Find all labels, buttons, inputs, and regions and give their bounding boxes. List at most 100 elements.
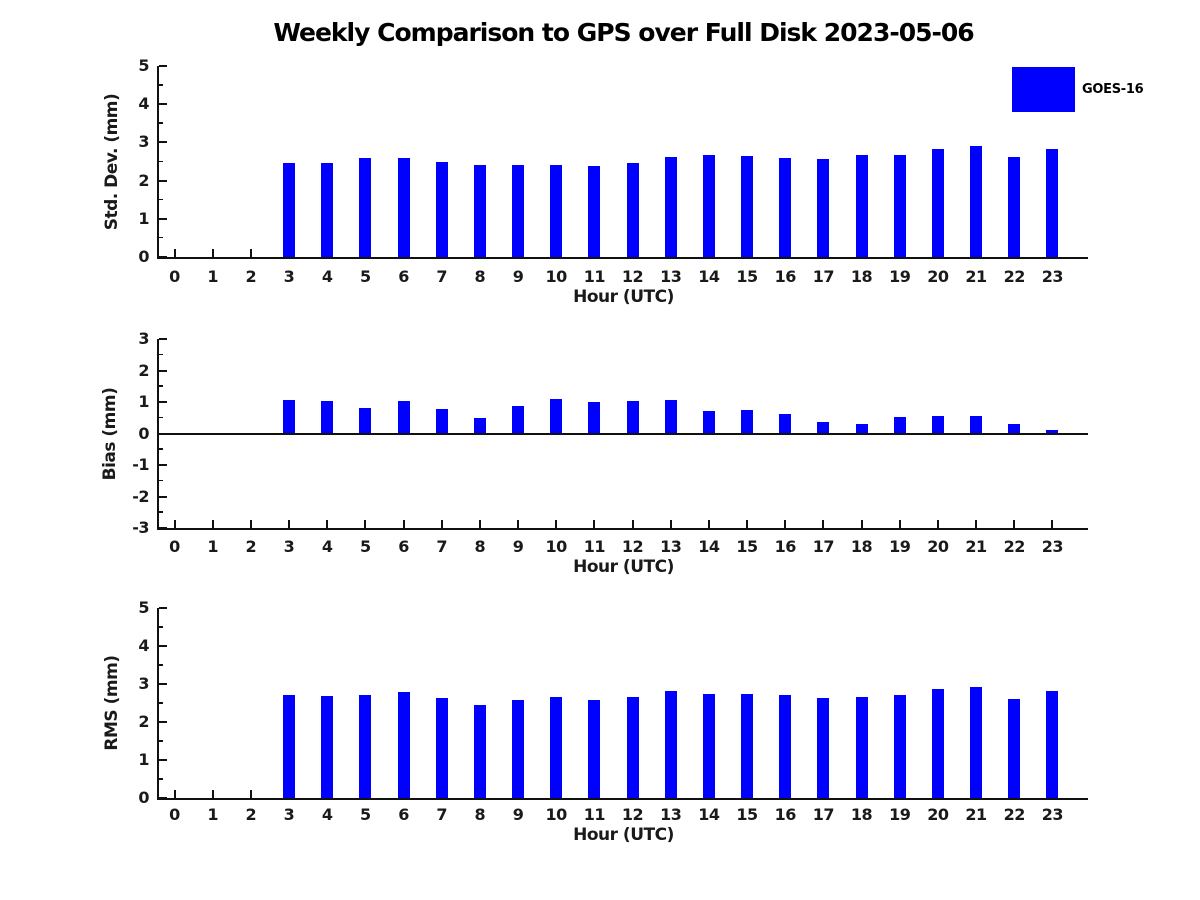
bar-rms-h11 (588, 700, 601, 798)
x-tick-rms (211, 790, 214, 798)
x-tick-bias (1013, 520, 1016, 528)
bar-bias-h17 (817, 421, 830, 434)
bar-bias-h3 (283, 400, 295, 434)
y-minor-tick-bias (159, 511, 163, 513)
y-minor-tick-std-dev (159, 122, 163, 124)
bar-bias-h7 (435, 409, 448, 434)
x-tick-bias (707, 520, 710, 528)
x-axis-spine-bias (157, 528, 1088, 530)
x-tick-label-rms: 9 (512, 805, 524, 824)
x-tick-label-rms: 14 (698, 805, 720, 824)
bar-bias-h13 (664, 399, 677, 434)
x-tick-std-dev (211, 249, 214, 257)
bar-bias-h4 (321, 400, 334, 434)
bar-bias-h18 (855, 424, 868, 434)
bar-rms-h6 (397, 692, 410, 798)
x-tick-label-bias: 11 (583, 537, 606, 556)
x-tick-bias (478, 520, 481, 528)
bar-std-dev-h9 (512, 165, 525, 257)
bar-std-dev-h3 (283, 162, 295, 257)
y-tick-bias (159, 338, 167, 340)
y-tick-rms (159, 607, 167, 609)
bar-bias-h22 (1008, 423, 1021, 434)
y-minor-tick-std-dev (159, 236, 163, 239)
bar-rms-h4 (321, 696, 334, 798)
y-axis-title-rms: RMS (mm) (102, 655, 122, 751)
bar-bias-h10 (550, 399, 563, 434)
x-tick-label-bias: 5 (360, 537, 371, 556)
y-minor-tick-std-dev (159, 198, 163, 201)
bar-rms-h13 (664, 690, 677, 798)
bar-rms-h8 (473, 704, 486, 798)
x-tick-label-bias: 20 (927, 537, 949, 556)
bar-std-dev-h8 (473, 165, 486, 257)
x-tick-bias (784, 520, 787, 528)
bar-bias-h8 (473, 418, 486, 434)
x-axis-title-bias: Hour (UTC) (573, 557, 674, 577)
x-tick-bias (211, 520, 214, 528)
x-tick-label-std-dev: 15 (736, 267, 758, 286)
y-tick-rms (159, 797, 167, 799)
x-tick-label-rms: 18 (850, 805, 873, 824)
x-tick-label-rms: 12 (621, 805, 644, 824)
x-tick-label-bias: 16 (774, 537, 797, 556)
bar-std-dev-h10 (550, 165, 563, 257)
bar-rms-h17 (817, 698, 830, 798)
x-tick-label-rms: 21 (965, 805, 987, 824)
y-tick-label-std-dev: 2 (138, 170, 149, 190)
x-tick-label-std-dev: 7 (436, 267, 447, 286)
x-tick-bias (364, 520, 367, 528)
y-tick-label-rms: 0 (138, 788, 149, 807)
y-tick-label-rms: 4 (138, 636, 149, 655)
bar-bias-h12 (626, 401, 639, 434)
y-tick-label-rms: 2 (138, 712, 149, 731)
x-tick-label-std-dev: 4 (321, 267, 333, 286)
x-tick-label-rms: 13 (660, 805, 682, 824)
x-tick-bias (936, 520, 939, 528)
x-tick-label-bias: 7 (436, 537, 447, 556)
bar-bias-h20 (931, 416, 944, 434)
bar-std-dev-h12 (626, 163, 639, 257)
y-minor-tick-bias (159, 385, 163, 387)
x-tick-label-bias: 0 (169, 537, 180, 556)
bar-bias-h5 (359, 407, 372, 434)
y-axis-spine-std-dev (157, 66, 159, 259)
x-tick-label-bias: 6 (398, 537, 409, 556)
y-tick-label-std-dev: 5 (138, 56, 149, 75)
x-axis-spine-rms (157, 798, 1088, 800)
bar-rms-h23 (1046, 690, 1059, 798)
y-minor-tick-rms (159, 664, 163, 666)
chart-title: Weekly Comparison to GPS over Full Disk … (273, 18, 974, 47)
x-tick-bias (669, 520, 672, 528)
y-tick-label-bias: 2 (138, 360, 149, 380)
x-tick-bias (173, 520, 176, 528)
y-minor-tick-std-dev (159, 84, 163, 86)
x-tick-label-bias: 4 (321, 537, 333, 556)
y-minor-tick-rms (159, 778, 163, 780)
y-minor-tick-bias (159, 416, 163, 419)
x-tick-label-bias: 2 (245, 537, 257, 556)
y-minor-tick-rms (159, 626, 163, 628)
y-minor-tick-rms (159, 740, 163, 742)
bar-rms-h10 (550, 697, 563, 798)
x-tick-label-bias: 8 (474, 537, 486, 556)
y-minor-tick-bias (159, 448, 163, 450)
x-tick-label-std-dev: 23 (1041, 267, 1064, 286)
bar-rms-h19 (893, 695, 906, 798)
x-tick-bias (440, 520, 443, 528)
y-tick-rms (159, 759, 167, 761)
x-tick-label-rms: 20 (927, 805, 949, 824)
x-tick-label-rms: 17 (812, 805, 835, 824)
x-tick-label-rms: 11 (583, 805, 606, 824)
y-tick-rms (159, 721, 167, 723)
x-tick-label-std-dev: 18 (850, 267, 873, 286)
bar-bias-h14 (702, 411, 715, 434)
bar-rms-h9 (512, 700, 525, 798)
x-tick-label-std-dev: 13 (660, 267, 682, 286)
y-tick-label-std-dev: 4 (138, 94, 149, 114)
x-tick-bias (746, 520, 749, 528)
y-axis-title-bias: Bias (mm) (100, 387, 120, 480)
x-tick-bias (517, 520, 520, 528)
x-tick-label-bias: 1 (207, 537, 218, 556)
y-tick-rms (159, 645, 167, 647)
